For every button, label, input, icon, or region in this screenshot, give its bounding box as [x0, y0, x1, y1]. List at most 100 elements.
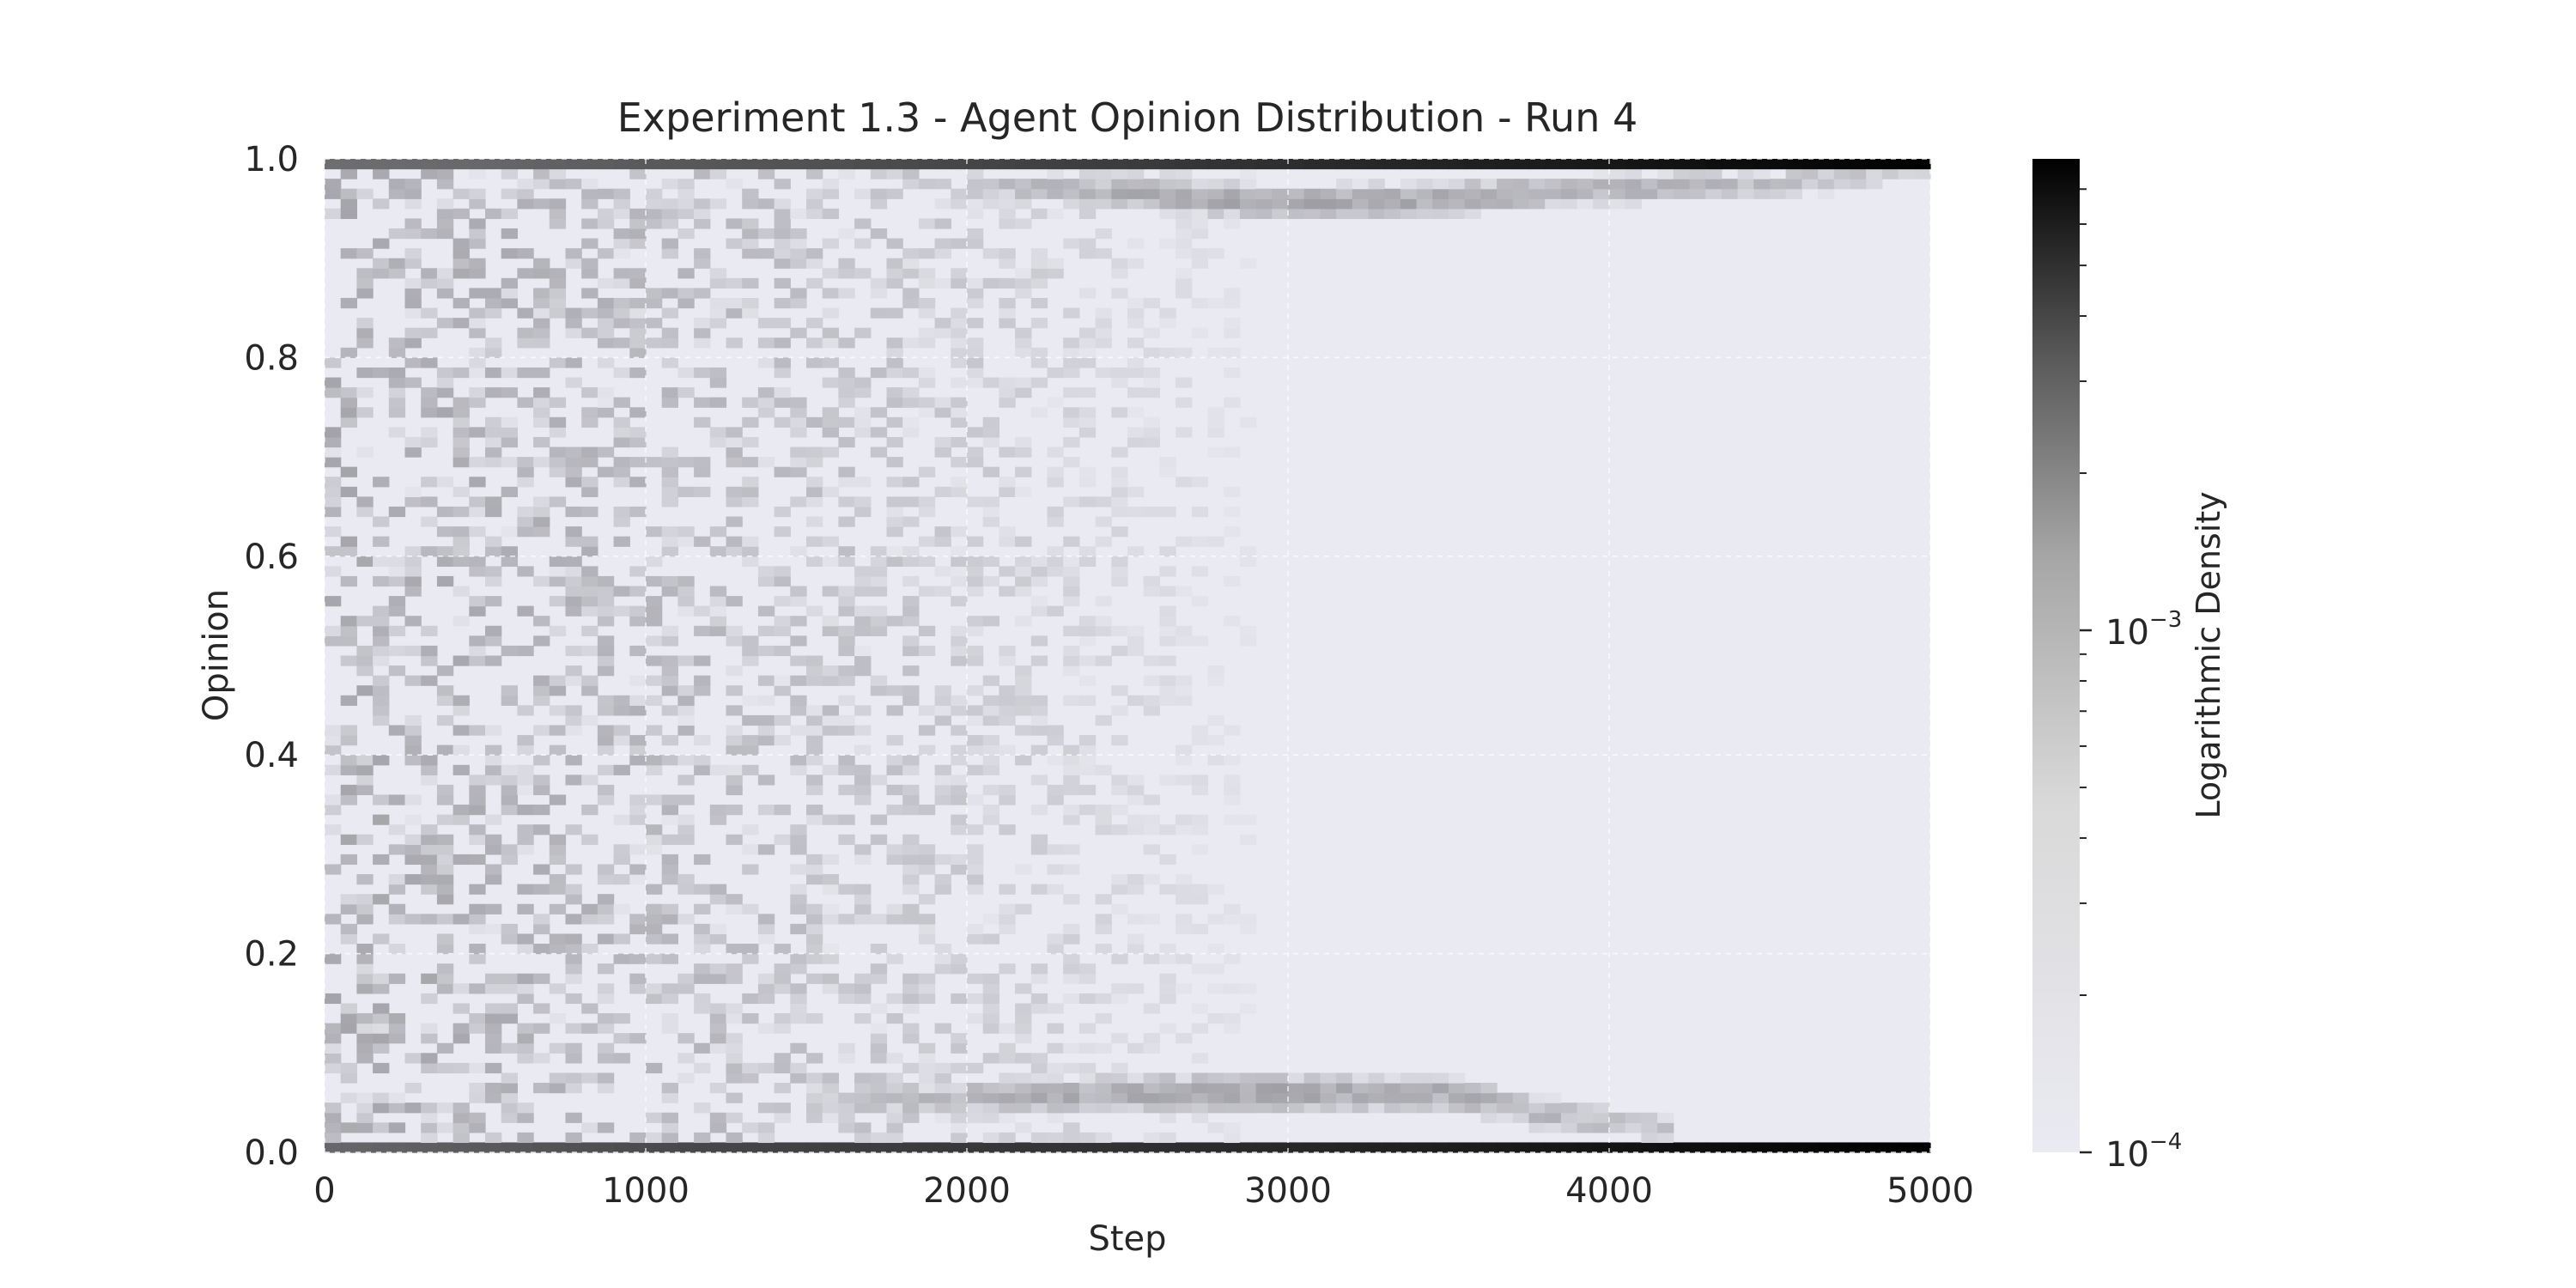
heatmap-cell: [436, 179, 454, 190]
heatmap-cell: [967, 923, 984, 935]
heatmap-cell: [1850, 159, 1867, 170]
heatmap-cell: [918, 248, 936, 259]
heatmap-cell: [356, 983, 374, 994]
heatmap-cell: [1593, 1103, 1610, 1114]
heatmap-cell: [951, 864, 968, 875]
heatmap-cell: [870, 1083, 888, 1094]
heatmap-cell: [1030, 1003, 1048, 1014]
heatmap-cell: [1111, 258, 1128, 269]
heatmap-cell: [629, 616, 647, 627]
heatmap-cell: [613, 238, 630, 249]
heatmap-cell: [951, 755, 968, 766]
heatmap-cell: [581, 536, 598, 547]
heatmap-cell: [373, 268, 390, 279]
heatmap-cell: [485, 1092, 502, 1103]
heatmap-cell: [886, 268, 903, 279]
heatmap-cell: [1416, 1103, 1433, 1114]
heatmap-cell: [340, 1013, 357, 1024]
heatmap-cell: [951, 556, 968, 567]
heatmap-cell: [485, 903, 502, 914]
heatmap-cell: [822, 884, 839, 895]
heatmap-cell: [902, 397, 920, 408]
heatmap-cell: [436, 864, 454, 875]
heatmap-cell: [404, 1083, 422, 1094]
heatmap-cell: [1866, 179, 1883, 190]
heatmap-cell: [1111, 566, 1128, 577]
heatmap-cell: [934, 764, 951, 775]
heatmap-cell: [838, 168, 855, 179]
heatmap-cell: [485, 337, 502, 349]
heatmap-cell: [501, 208, 518, 220]
heatmap-cell: [533, 1053, 550, 1064]
heatmap-cell: [1352, 198, 1370, 210]
heatmap-cell: [1288, 159, 1305, 170]
heatmap-cell: [453, 695, 470, 706]
heatmap-cell: [1143, 874, 1160, 885]
heatmap-cell: [581, 188, 598, 199]
heatmap-cell: [806, 416, 823, 428]
heatmap-cell: [790, 923, 807, 935]
heatmap-cell: [694, 208, 711, 220]
heatmap-cell: [726, 903, 743, 914]
heatmap-cell: [1368, 1142, 1385, 1153]
heatmap-cell: [404, 228, 422, 240]
heatmap-cell: [1801, 179, 1819, 190]
heatmap-cell: [870, 685, 888, 696]
heatmap-cell: [581, 1142, 598, 1153]
heatmap-cell: [838, 546, 855, 557]
heatmap-cell: [951, 357, 968, 368]
heatmap-cell: [870, 1103, 888, 1114]
heatmap-cell: [982, 159, 999, 170]
heatmap-cell: [325, 188, 342, 199]
heatmap-cell: [854, 1103, 872, 1114]
heatmap-cell: [1111, 168, 1128, 179]
heatmap-cell: [421, 546, 438, 557]
heatmap-cell: [934, 944, 951, 955]
heatmap-cell: [886, 526, 903, 538]
heatmap-cell: [1030, 208, 1048, 220]
heatmap-cell: [790, 764, 807, 775]
heatmap-cell: [886, 1013, 903, 1024]
heatmap-cell: [1111, 1062, 1128, 1074]
heatmap-cell: [325, 1142, 342, 1153]
heatmap-cell: [1239, 625, 1257, 636]
heatmap-cell: [886, 357, 903, 368]
heatmap-cell: [1528, 1112, 1546, 1123]
heatmap-cell: [421, 775, 438, 786]
heatmap-cell: [629, 268, 647, 279]
heatmap-cell: [1497, 198, 1514, 210]
heatmap-cell: [999, 248, 1016, 259]
heatmap-cell: [597, 933, 615, 945]
heatmap-cell: [790, 457, 807, 468]
heatmap-cell: [951, 775, 968, 786]
heatmap-cell: [629, 586, 647, 597]
heatmap-cell: [1159, 457, 1176, 468]
heatmap-cell: [694, 337, 711, 349]
heatmap-cell: [822, 953, 839, 964]
heatmap-cell: [517, 198, 534, 210]
heatmap-cell: [902, 834, 920, 845]
heatmap-cell: [806, 933, 823, 945]
heatmap-cell: [934, 784, 951, 796]
heatmap-cell: [806, 605, 823, 617]
heatmap-cell: [340, 903, 357, 914]
heatmap-cell: [918, 1062, 936, 1074]
heatmap-cell: [677, 457, 695, 468]
heatmap-cell: [1288, 1083, 1305, 1094]
heatmap-cell: [951, 1033, 968, 1044]
heatmap-cell: [854, 218, 872, 229]
heatmap-cell: [918, 625, 936, 636]
heatmap-cell: [565, 884, 582, 895]
heatmap-cell: [629, 337, 647, 349]
heatmap-cell: [1545, 198, 1562, 210]
heatmap-cell: [629, 347, 647, 358]
heatmap-cell: [934, 1112, 951, 1123]
x-tick-label: 1000: [602, 1171, 690, 1211]
heatmap-cell: [774, 337, 791, 349]
heatmap-cell: [1159, 159, 1176, 170]
heatmap-cell: [325, 824, 342, 835]
heatmap-cell: [918, 397, 936, 408]
heatmap-cell: [549, 794, 567, 805]
heatmap-cell: [1673, 159, 1691, 170]
heatmap-cell: [1512, 159, 1530, 170]
